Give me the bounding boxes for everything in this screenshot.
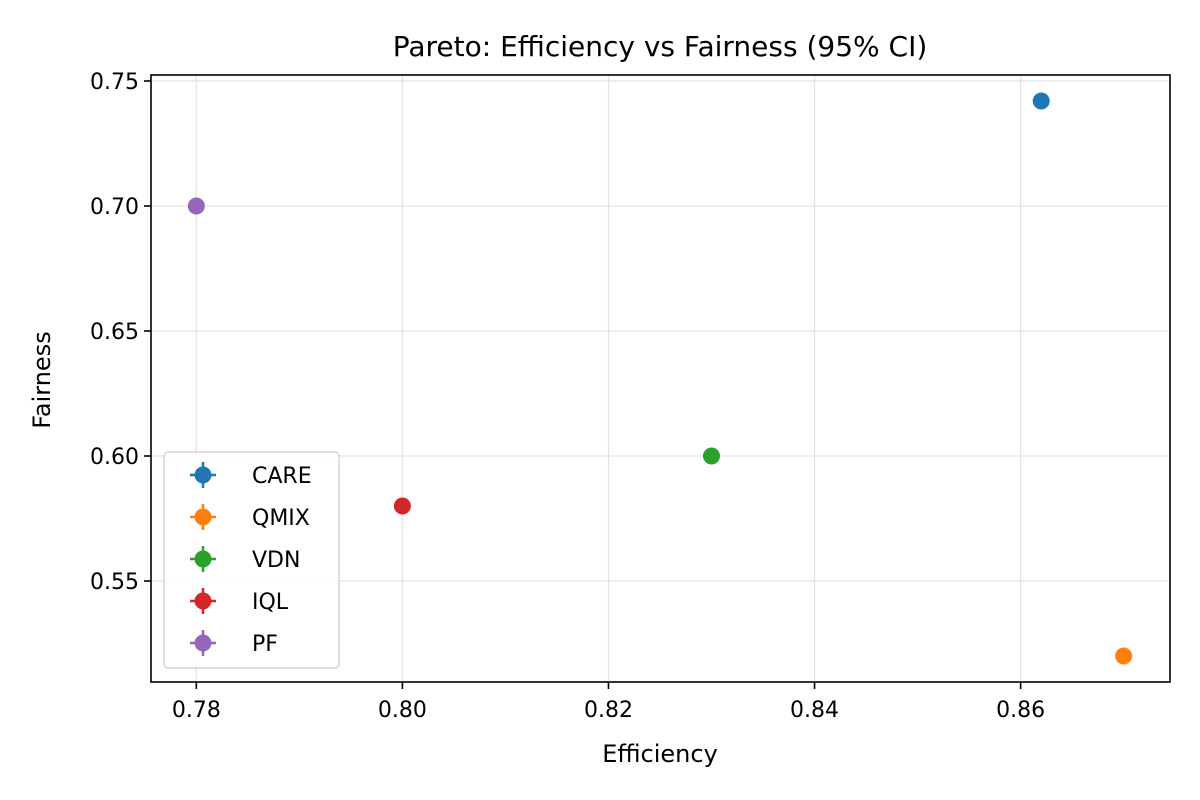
legend-item-pf: PF <box>190 630 278 657</box>
legend-label: QMIX <box>252 506 310 531</box>
legend-box <box>163 451 340 669</box>
data-point-pf <box>187 197 205 215</box>
legend-label: CARE <box>252 464 312 489</box>
chart-title: Pareto: Efficiency vs Fairness (95% CI) <box>393 30 928 63</box>
legend-marker <box>194 508 212 526</box>
legend: CARE QMIX VDN IQL PF <box>163 451 340 669</box>
data-point-vdn <box>703 447 721 465</box>
legend-item-iql: IQL <box>190 588 289 615</box>
data-point-iql <box>393 497 411 515</box>
x-tick-label: 0.86 <box>996 698 1045 723</box>
x-tick-label: 0.84 <box>790 698 839 723</box>
x-tick-label: 0.82 <box>584 698 633 723</box>
x-tick-label: 0.80 <box>378 698 427 723</box>
legend-label: IQL <box>252 590 289 615</box>
legend-item-vdn: VDN <box>190 546 300 573</box>
legend-marker <box>194 550 212 568</box>
plot-frame <box>150 74 1171 683</box>
y-tick-label: 0.70 <box>90 195 139 220</box>
data-point-qmix <box>1115 647 1133 665</box>
legend-label: PF <box>252 632 278 657</box>
x-axis-label: Efficiency <box>602 740 718 768</box>
y-tick-label: 0.75 <box>90 70 139 95</box>
points-layer <box>187 92 1133 665</box>
legend-marker <box>194 634 212 652</box>
legend-marker <box>194 466 212 484</box>
y-tick-label: 0.65 <box>90 320 139 345</box>
y-tick-label: 0.55 <box>90 570 139 595</box>
ticks-layer: 0.78 0.80 0.82 0.84 0.86 0.55 0.60 0.65 0.70 0.75 <box>90 70 1045 723</box>
legend-label: VDN <box>252 548 300 573</box>
x-tick-label: 0.78 <box>172 698 221 723</box>
y-tick-label: 0.60 <box>90 445 139 470</box>
legend-item-qmix: QMIX <box>190 504 310 531</box>
legend-marker <box>194 592 212 610</box>
y-axis-label: Fairness <box>28 331 56 428</box>
legend-item-care: CARE <box>190 462 312 489</box>
data-point-care <box>1032 92 1050 110</box>
